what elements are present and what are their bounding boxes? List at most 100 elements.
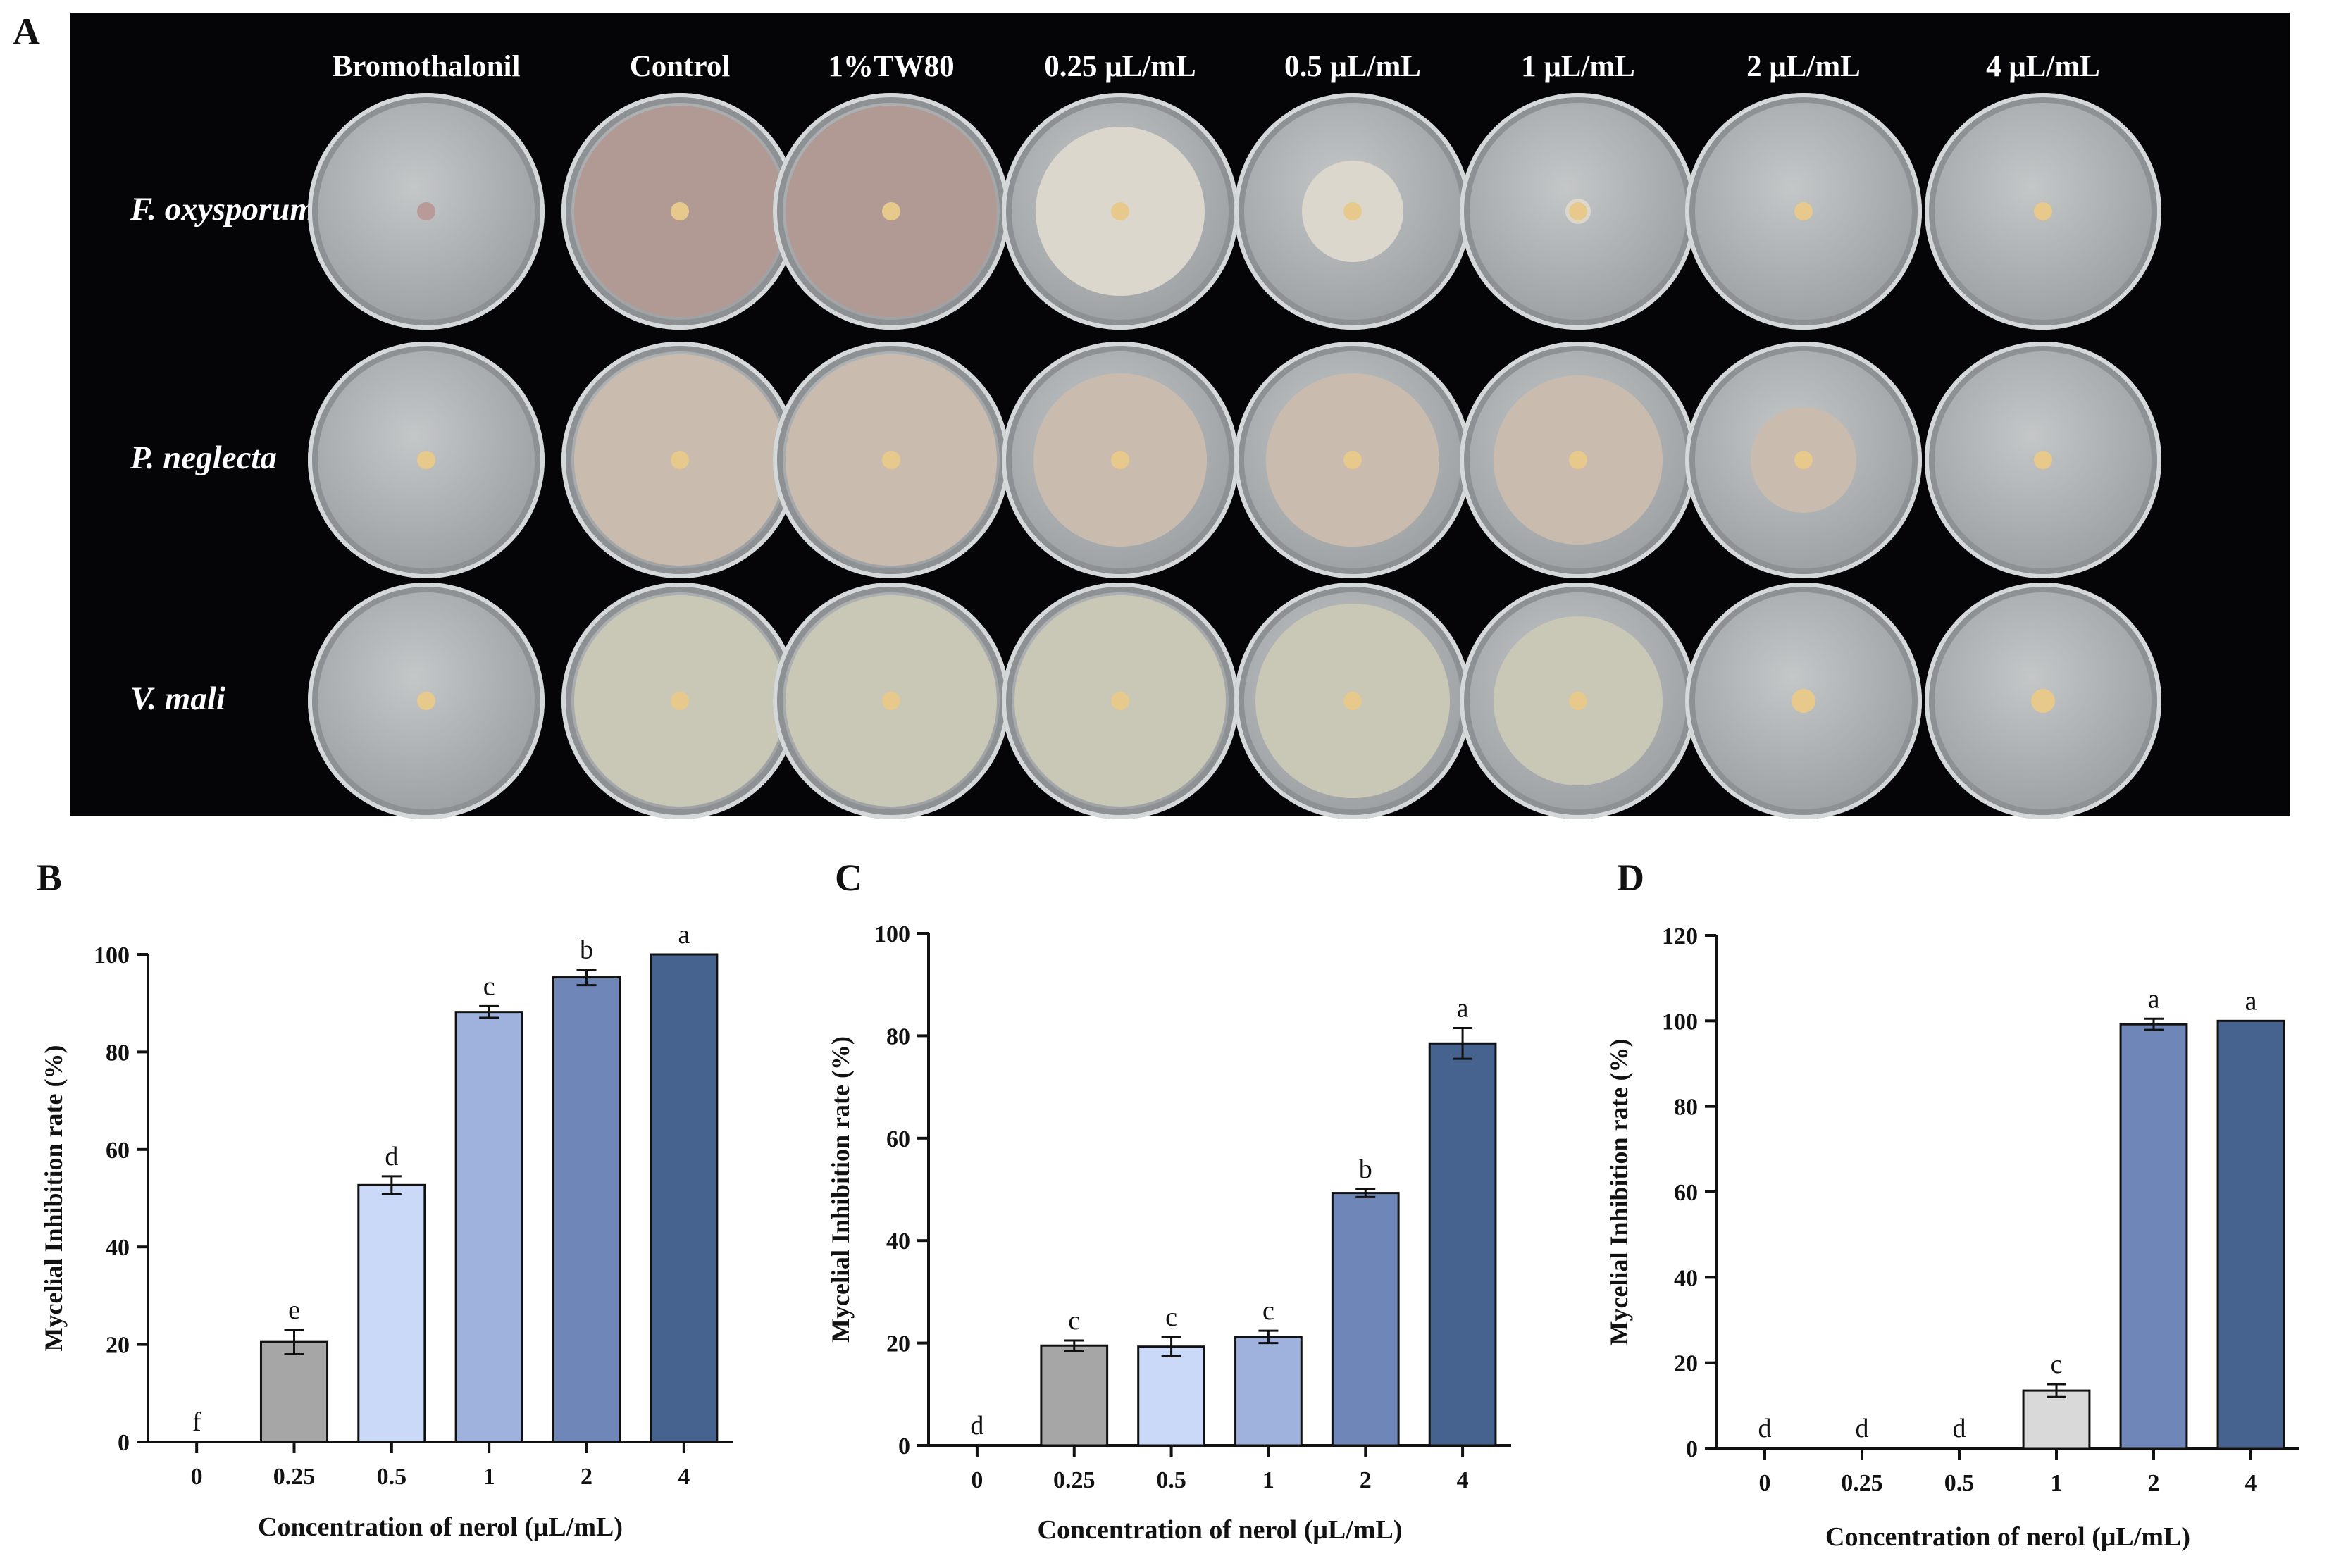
- petri-dish: [773, 93, 1010, 330]
- x-tick-label: 2: [2148, 1470, 2160, 1496]
- mycelial-plug: [1111, 692, 1129, 710]
- petri-dish: [561, 583, 798, 819]
- y-tick-label: 40: [1674, 1265, 1698, 1291]
- x-tick-label: 2: [1360, 1467, 1372, 1493]
- column-header: 0.25 μL/mL: [1044, 50, 1196, 83]
- petri-dish: [1002, 583, 1239, 819]
- petri-dish: [1234, 583, 1471, 819]
- mycelial-plug: [1792, 689, 1815, 713]
- petri-dish: [1460, 583, 1696, 819]
- significance-letter: b: [580, 935, 593, 964]
- significance-letter: d: [1758, 1414, 1772, 1443]
- bar: [454, 1011, 523, 1443]
- bar: [1040, 1344, 1109, 1447]
- petri-dish: [1685, 93, 1922, 330]
- y-tick-label: 20: [886, 1331, 910, 1357]
- petri-dish: [561, 93, 798, 330]
- mycelial-plug: [2034, 451, 2052, 469]
- y-axis-label: Mycelial Inhibition rate (%): [39, 1045, 68, 1352]
- petri-dish: [1925, 583, 2161, 819]
- row-label: V. mali: [130, 680, 225, 717]
- panel-letter-a: A: [13, 11, 40, 53]
- panel-letter-c: C: [835, 857, 862, 899]
- mycelial-plug: [671, 451, 689, 469]
- petri-dish: [1685, 342, 1922, 578]
- petri-dish: [773, 342, 1010, 578]
- x-tick-label: 0.5: [377, 1464, 407, 1490]
- mycelial-plug: [1343, 451, 1362, 469]
- mycelial-plug: [2031, 689, 2055, 713]
- bar: [2022, 1389, 2091, 1450]
- column-header: 1%TW80: [828, 50, 955, 83]
- y-tick-label: 80: [886, 1023, 910, 1050]
- petri-dish: [308, 342, 545, 578]
- petri-dish: [561, 342, 798, 578]
- x-tick-label: 0: [971, 1467, 983, 1493]
- petri-dish: [1460, 342, 1696, 578]
- petri-dish: [1002, 93, 1239, 330]
- y-axis-label: Mycelial Inhibition rate (%): [826, 1036, 855, 1343]
- x-tick-label: 0.5: [1156, 1467, 1186, 1493]
- significance-letter: c: [1068, 1306, 1080, 1336]
- y-tick-label: 0: [118, 1430, 130, 1456]
- petri-dish: [1925, 342, 2161, 578]
- chart-c: 0 20 40 60 80 100 d 0 c 0.25 c 0.5 c 1 b 2 a 4 Mycelial In…: [826, 921, 1511, 1545]
- x-tick-label: 0.25: [273, 1464, 316, 1490]
- y-tick-label: 40: [106, 1235, 130, 1261]
- x-axis-label: Concentration of nerol (μL/mL): [258, 1512, 623, 1542]
- x-tick-label: 4: [678, 1464, 690, 1490]
- column-header: Bromothalonil: [332, 50, 521, 83]
- mycelial-plug: [1569, 692, 1587, 710]
- y-tick-label: 0: [898, 1433, 910, 1460]
- significance-letter: a: [2245, 986, 2257, 1016]
- bar: [552, 976, 621, 1443]
- petri-dish-photo-panel: Bromothalonil Control 1%TW80 0.25 μL/mL 0.5 …: [70, 13, 2290, 819]
- mycelial-plug: [417, 202, 435, 220]
- significance-letter: f: [192, 1407, 201, 1437]
- row-label: P. neglecta: [130, 440, 277, 476]
- mycelial-plug: [671, 692, 689, 710]
- y-tick-label: 100: [94, 942, 130, 969]
- column-header: 4 μL/mL: [1986, 50, 2100, 83]
- mycelial-plug: [882, 692, 900, 710]
- mycelial-plug: [1111, 202, 1129, 220]
- significance-letter: d: [385, 1142, 398, 1171]
- panel-letter-b: B: [37, 857, 63, 899]
- mycelial-plug: [2034, 202, 2052, 220]
- x-axis-label: Concentration of nerol (μL/mL): [1038, 1515, 1403, 1545]
- panel-letter-d: D: [1617, 857, 1644, 899]
- significance-letter: a: [2148, 984, 2160, 1014]
- x-tick-label: 1: [2051, 1470, 2063, 1496]
- x-tick-label: 1: [483, 1464, 495, 1490]
- mycelial-plug: [417, 451, 435, 469]
- mycelial-plug: [1794, 202, 1813, 220]
- petri-dish: [1002, 342, 1239, 578]
- significance-letter: d: [970, 1411, 983, 1441]
- significance-letter: d: [1856, 1414, 1869, 1443]
- petri-dish: [1685, 583, 1922, 819]
- y-tick-label: 0: [1686, 1436, 1698, 1462]
- y-tick-label: 100: [874, 921, 910, 947]
- y-tick-label: 60: [886, 1126, 910, 1152]
- y-tick-label: 40: [886, 1228, 910, 1255]
- column-header: 2 μL/mL: [1746, 50, 1861, 83]
- bar: [2119, 1023, 2188, 1450]
- y-tick-label: 100: [1662, 1009, 1698, 1035]
- mycelial-plug: [882, 451, 900, 469]
- petri-dish: [773, 583, 1010, 819]
- y-tick-label: 20: [106, 1333, 130, 1359]
- y-tick-label: 60: [106, 1138, 130, 1164]
- x-tick-label: 4: [1457, 1467, 1469, 1493]
- column-header: 1 μL/mL: [1521, 50, 1635, 83]
- mycelial-plug: [671, 202, 689, 220]
- chart-b: 0 20 40 60 80 100 f 0 e 0.25 d 0.5 c 1 b 2 a 4 Mycelial In…: [39, 920, 733, 1542]
- petri-dish: [1234, 93, 1471, 330]
- significance-letter: c: [2051, 1350, 2063, 1379]
- column-header: 0.5 μL/mL: [1284, 50, 1421, 83]
- y-tick-label: 80: [1674, 1095, 1698, 1121]
- mycelial-plug: [882, 202, 900, 220]
- x-tick-label: 4: [2245, 1470, 2257, 1496]
- x-tick-label: 1: [1262, 1467, 1274, 1493]
- x-axis-label: Concentration of nerol (μL/mL): [1825, 1522, 2190, 1552]
